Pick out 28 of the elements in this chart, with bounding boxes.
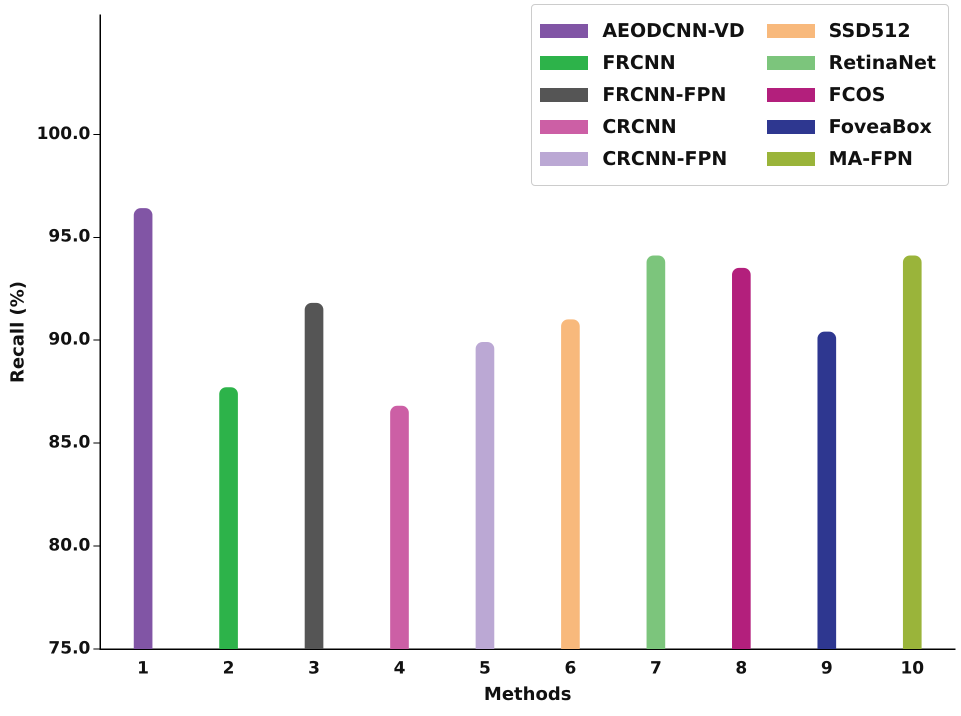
x-axis-title: Methods <box>484 684 572 705</box>
y-tick-label: 85.0 <box>48 432 91 453</box>
legend-label: SSD512 <box>828 20 911 42</box>
y-tick-label: 95.0 <box>48 226 91 247</box>
legend-label: FCOS <box>828 84 886 106</box>
y-tick-label: 80.0 <box>48 536 91 556</box>
y-tick-label: 75.0 <box>48 638 91 658</box>
x-tick-label: 2 <box>222 658 234 679</box>
legend-label: FRCNN-FPN <box>602 84 726 106</box>
legend-label: FRCNN <box>602 52 676 74</box>
legend-label: CRCNN-FPN <box>602 148 728 170</box>
y-tick-label: 100.0 <box>36 124 91 144</box>
x-tick-label: 4 <box>394 658 406 679</box>
y-tick-label: 90.0 <box>48 330 91 350</box>
x-tick-label: 9 <box>820 658 833 679</box>
x-tick-label: 6 <box>564 658 576 679</box>
legend-label: AEODCNN-VD <box>602 20 745 42</box>
legend-label: FoveaBox <box>828 116 932 138</box>
x-tick-label: 7 <box>650 658 662 679</box>
x-tick-label: 5 <box>479 658 491 679</box>
y-axis-title: Recall (%) <box>7 281 28 383</box>
legend-label: RetinaNet <box>828 52 936 74</box>
x-tick-label: 1 <box>137 658 150 679</box>
x-tick-label: 3 <box>308 658 320 679</box>
legend-label: CRCNN <box>602 116 677 138</box>
x-tick-label: 10 <box>900 658 924 679</box>
x-tick-label: 8 <box>735 658 748 679</box>
legend-label: MA-FPN <box>828 148 913 170</box>
